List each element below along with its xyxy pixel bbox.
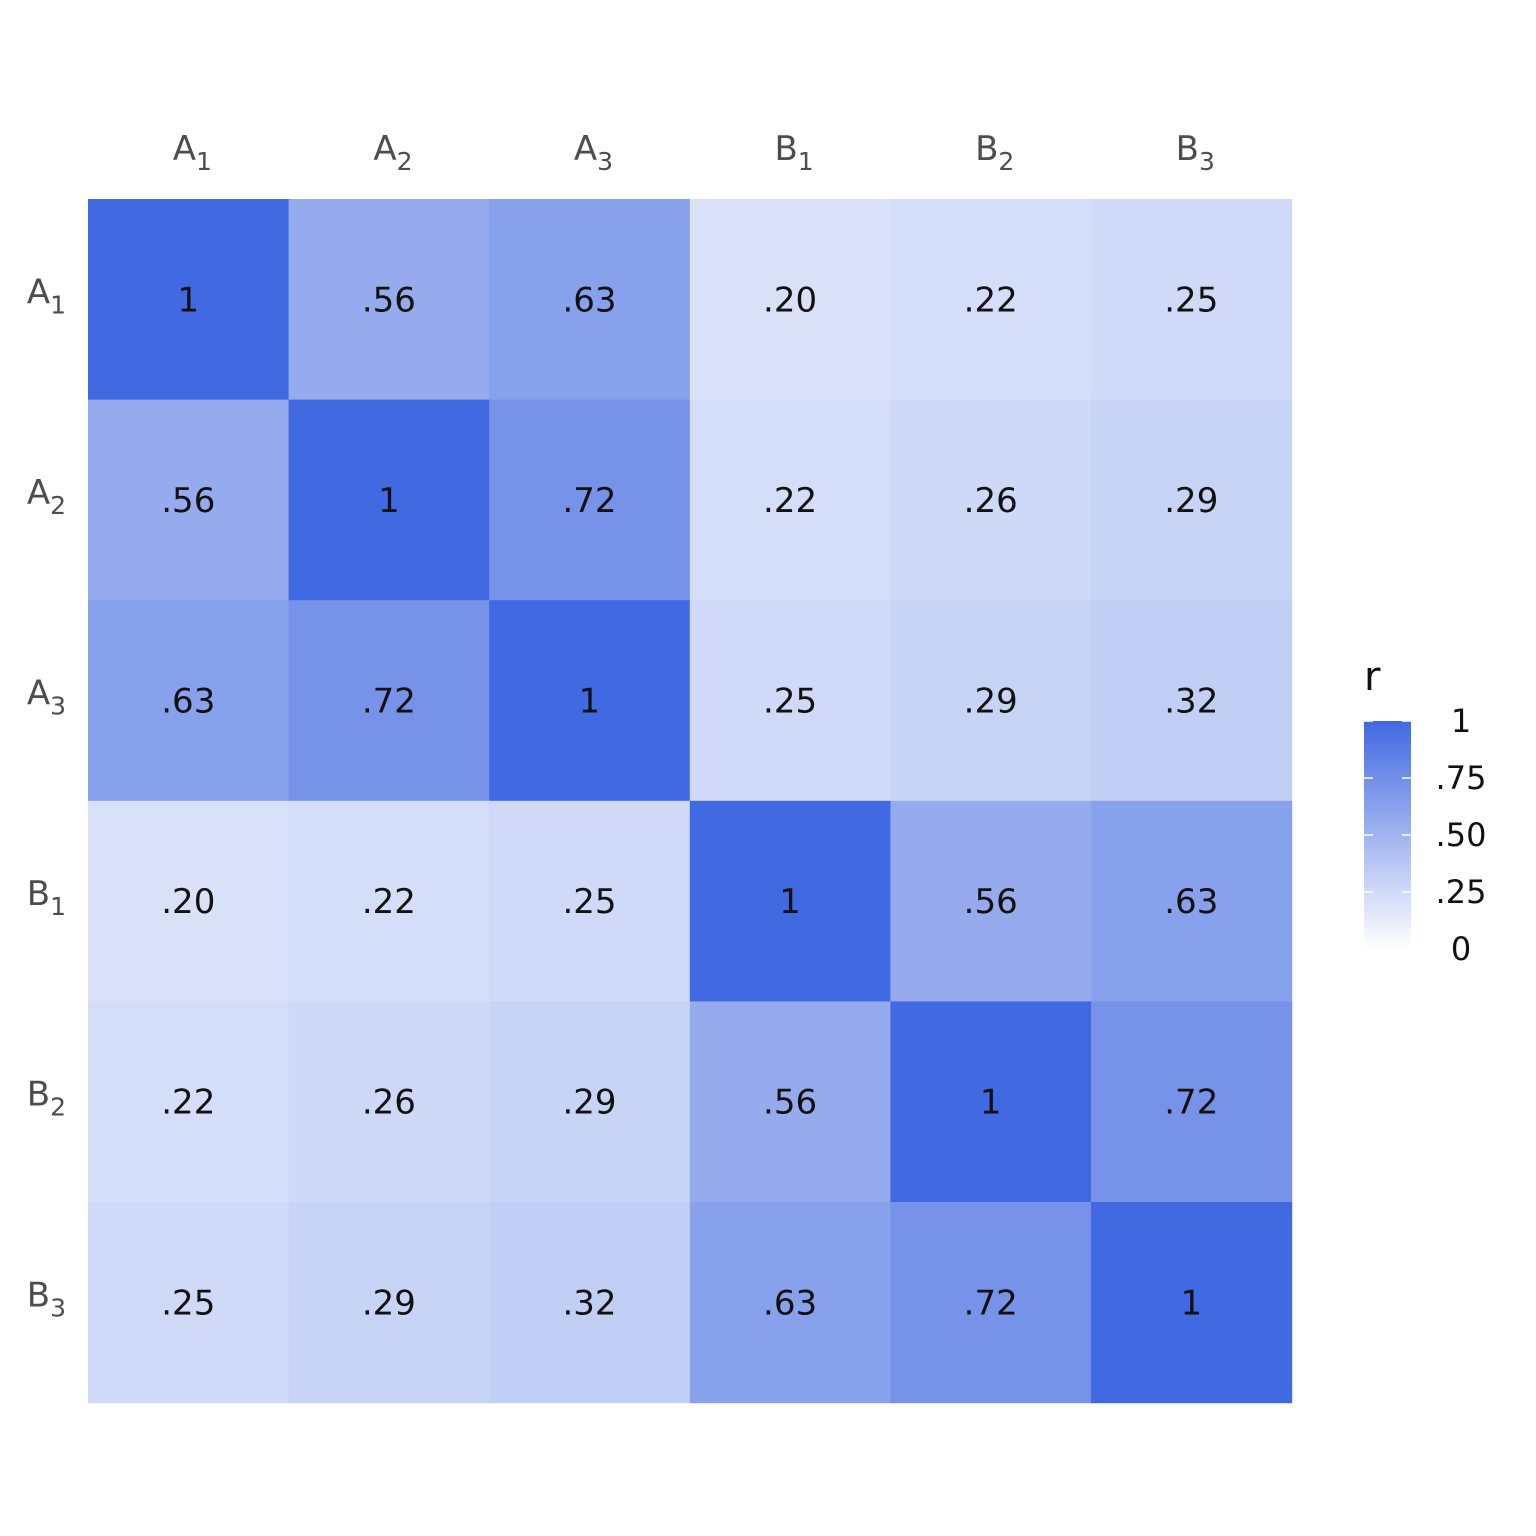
legend-tick-label: .50 xyxy=(1436,816,1487,854)
heatmap-cell xyxy=(689,800,891,1002)
cell-value-label: 1 xyxy=(980,1083,1002,1123)
heatmap-cell xyxy=(689,1001,891,1203)
cell-value-label: .32 xyxy=(562,1283,616,1323)
y-tick-label: B3 xyxy=(27,1275,66,1322)
heatmap-cell xyxy=(489,199,691,401)
legend-title: r xyxy=(1364,654,1381,700)
heatmap-cell xyxy=(1091,199,1293,401)
heatmap-cell xyxy=(88,1001,290,1203)
heatmap-cell xyxy=(1091,600,1293,802)
cell-value-label: .29 xyxy=(964,682,1018,722)
cell-value-label: .72 xyxy=(964,1283,1018,1323)
cell-value-label: 1 xyxy=(378,481,400,521)
cell-value-label: 1 xyxy=(1180,1283,1202,1323)
cell-value-label: 1 xyxy=(779,882,801,922)
heatmap-cell xyxy=(489,1001,691,1203)
cell-value-label: .25 xyxy=(562,882,616,922)
x-tick-label: A1 xyxy=(173,129,212,176)
x-tick-label: A2 xyxy=(373,129,412,176)
heatmap-cell xyxy=(1091,1001,1293,1203)
heatmap-cell xyxy=(689,399,891,601)
cell-value-label: .56 xyxy=(161,481,215,521)
heatmap-cell xyxy=(890,600,1092,802)
cell-value-label: .22 xyxy=(161,1083,215,1123)
heatmap-cell xyxy=(1091,399,1293,601)
cell-value-label: .26 xyxy=(362,1083,416,1123)
cell-value-label: .29 xyxy=(1164,481,1218,521)
cell-value-label: .63 xyxy=(763,1283,817,1323)
cell-value-label: .22 xyxy=(964,280,1018,320)
cell-value-label: .63 xyxy=(161,682,215,722)
cell-value-label: .72 xyxy=(362,682,416,722)
cell-value-label: .20 xyxy=(161,882,215,922)
heatmap-cell xyxy=(689,199,891,401)
cell-value-label: .32 xyxy=(1164,682,1218,722)
cell-value-label: .22 xyxy=(763,481,817,521)
x-axis-labels: A1 A2 A3 B1 B2 B3 xyxy=(173,129,1215,176)
cell-value-label: .22 xyxy=(362,882,416,922)
y-tick-label: A2 xyxy=(27,473,66,520)
heatmap-cell xyxy=(489,1202,691,1404)
legend-tick-label: 0 xyxy=(1451,930,1471,968)
heatmap-cells xyxy=(88,199,1293,1404)
heatmap-cell xyxy=(88,600,290,802)
heatmap-cell xyxy=(489,600,691,802)
cell-value-label: .29 xyxy=(362,1283,416,1323)
heatmap-cell xyxy=(1091,1202,1293,1404)
heatmap-cell xyxy=(489,800,691,1002)
cell-value-label: 1 xyxy=(177,280,199,320)
cell-value-label: .25 xyxy=(1164,280,1218,320)
heatmap-cell xyxy=(288,399,490,601)
heatmap-cell xyxy=(88,399,290,601)
legend-tick-label: .75 xyxy=(1436,759,1487,797)
y-tick-label: B2 xyxy=(27,1075,66,1122)
heatmap-cell xyxy=(890,1001,1092,1203)
cell-value-label: .56 xyxy=(763,1083,817,1123)
heatmap-cell xyxy=(88,199,290,401)
heatmap-cell xyxy=(890,1202,1092,1404)
cell-value-label: .29 xyxy=(562,1083,616,1123)
heatmap-cell xyxy=(689,1202,891,1404)
heatmap-cell xyxy=(689,600,891,802)
heatmap-cell xyxy=(890,800,1092,1002)
heatmap-cell xyxy=(288,1001,490,1203)
cell-value-label: 1 xyxy=(579,682,601,722)
cell-value-label: .20 xyxy=(763,280,817,320)
color-legend: r 0 .25 .50 .75 1 xyxy=(1364,654,1486,968)
cell-value-label: .63 xyxy=(1164,882,1218,922)
legend-ticks: 0 .25 .50 .75 1 xyxy=(1364,702,1486,968)
cell-value-label: .56 xyxy=(362,280,416,320)
legend-tick-label: 1 xyxy=(1451,702,1471,740)
heatmap-cell xyxy=(890,199,1092,401)
y-tick-label: B1 xyxy=(27,874,66,921)
cell-value-label: .25 xyxy=(763,682,817,722)
heatmap-cell xyxy=(288,800,490,1002)
cell-value-label: .26 xyxy=(964,481,1018,521)
x-tick-label: B1 xyxy=(774,129,813,176)
cell-value-label: .56 xyxy=(964,882,1018,922)
heatmap-cell xyxy=(489,399,691,601)
heatmap-cell xyxy=(88,1202,290,1404)
legend-tick-label: .25 xyxy=(1436,873,1487,911)
cell-value-label: .25 xyxy=(161,1283,215,1323)
heatmap-cell xyxy=(288,199,490,401)
heatmap-cell xyxy=(1091,800,1293,1002)
y-axis-labels: A1 A2 A3 B1 B2 B3 xyxy=(27,272,66,1322)
cell-value-label: .72 xyxy=(1164,1083,1218,1123)
cell-value-label: .72 xyxy=(562,481,616,521)
cell-value-label: .63 xyxy=(562,280,616,320)
heatmap-cell xyxy=(88,800,290,1002)
y-tick-label: A3 xyxy=(27,674,66,721)
x-tick-label: A3 xyxy=(574,129,613,176)
x-tick-label: B3 xyxy=(1176,129,1215,176)
heatmap-cell xyxy=(890,399,1092,601)
heatmap-cell xyxy=(288,1202,490,1404)
heatmap-cell-labels: 1 .56 .63 .20 .22 .25 .56 1 .72 .22 .26 .29 .63 .72 1.… xyxy=(161,280,1218,1323)
heatmap-cell xyxy=(288,600,490,802)
x-tick-label: B2 xyxy=(975,129,1014,176)
y-tick-label: A1 xyxy=(27,272,66,319)
